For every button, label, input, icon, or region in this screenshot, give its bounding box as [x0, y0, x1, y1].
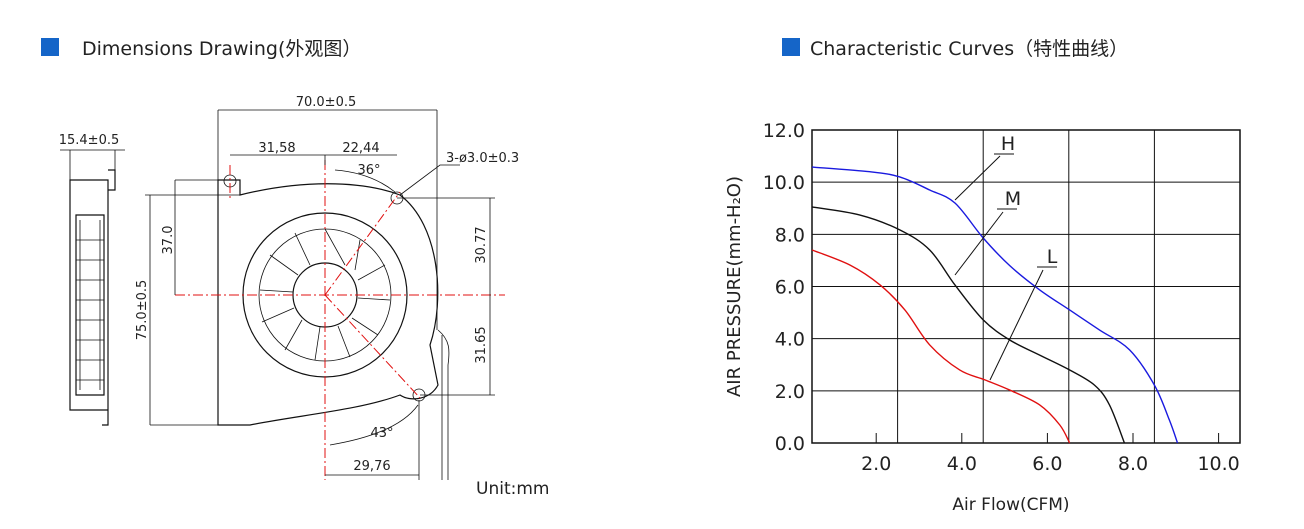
y-axis-label: AIR PRESSURE(mm-H₂O): [724, 176, 745, 397]
y-tick-label: 0.0: [775, 433, 805, 455]
plot-frame: [811, 129, 1241, 444]
center-line: [175, 160, 505, 480]
dim-label: 36°: [357, 163, 380, 178]
x-tick-label: 6.0: [1032, 453, 1062, 475]
x-axis-label: Air Flow(CFM): [952, 495, 1069, 515]
header-icon: [782, 38, 800, 56]
y-tick-label: 2.0: [775, 381, 805, 403]
leader-line: [989, 269, 1044, 381]
dim-label: 31.65: [474, 326, 489, 363]
series-line: [811, 249, 1071, 444]
dim-label: 75.0±0.5: [135, 280, 150, 341]
unit-label: Unit:mm: [476, 479, 549, 499]
dim-label: 3-ø3.0±0.3: [446, 151, 519, 166]
x-tick-label: 4.0: [947, 453, 977, 475]
dim-label: 29,76: [353, 459, 390, 474]
y-tick-label: 10.0: [763, 172, 805, 194]
x-tick-label: 10.0: [1197, 453, 1239, 475]
y-tick-label: 6.0: [775, 277, 805, 299]
leader-line: [954, 155, 1001, 201]
section-title: Characteristic Curves（特性曲线）: [810, 38, 1128, 60]
y-tick-label: 4.0: [775, 329, 805, 351]
section-title: Dimensions Drawing(外观图）: [82, 38, 361, 60]
side-view: [69, 169, 116, 426]
dim-label: 43°: [370, 426, 393, 441]
dim-line: [60, 149, 125, 180]
header-icon: [41, 38, 59, 56]
y-tick-label: 8.0: [775, 224, 805, 246]
fan-blades: [259, 228, 391, 361]
series-label: M: [1005, 188, 1021, 210]
side-detail: [76, 220, 104, 390]
dim-label: 70.0±0.5: [296, 95, 357, 110]
series-line: [811, 166, 1179, 444]
body-outline: [217, 179, 439, 426]
series-label: L: [1047, 246, 1058, 268]
series-line: [811, 206, 1126, 444]
y-tick-label: 12.0: [763, 120, 805, 142]
dim-label: 30.77: [474, 226, 489, 263]
dim-label: 37.0: [161, 226, 176, 255]
dim-label: 22,44: [342, 141, 379, 156]
cable: [437, 329, 450, 480]
dim-label: 15.4±0.5: [59, 133, 120, 148]
x-tick-label: 2.0: [861, 453, 891, 475]
dim-line: [145, 109, 495, 480]
leader-line: [954, 211, 1004, 276]
dimension-drawing: 15.4±0.5 70.0±0.5 31,58 22,44 36° 3-ø3.0…: [59, 95, 550, 499]
series-label: H: [1001, 133, 1015, 155]
x-tick-label: 8.0: [1118, 453, 1148, 475]
dim-label: 31,58: [258, 141, 295, 156]
